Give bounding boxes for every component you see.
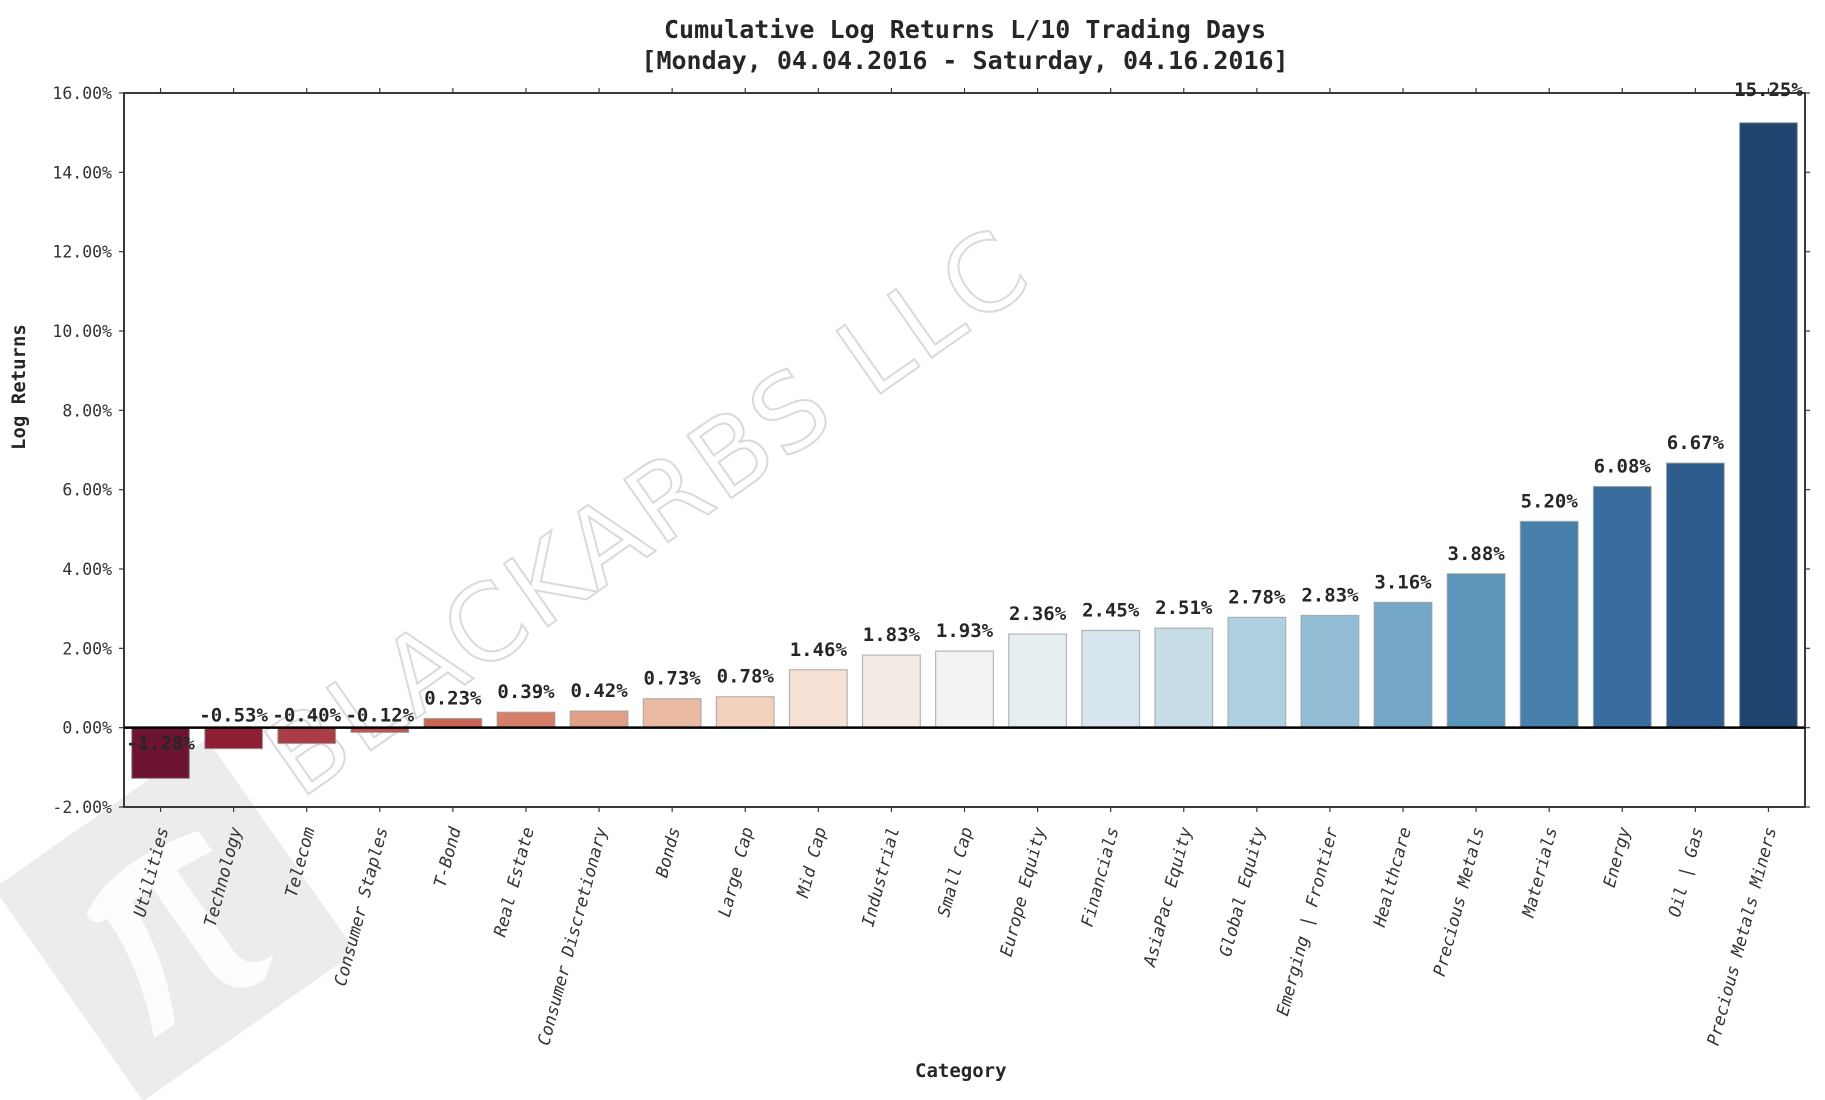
value-label: 1.46% (790, 639, 848, 661)
x-tick-label: Consumer Discretionary (534, 824, 612, 1047)
bars (131, 122, 1798, 780)
bar-t-bond (423, 717, 483, 729)
x-tick-label: Small Cap (934, 825, 977, 919)
x-tick-label: Precious Metals Miners (1704, 825, 1782, 1048)
bar-precious-metals (1446, 573, 1506, 729)
bar-healthcare (1373, 601, 1433, 729)
bar-oil-gas (1665, 462, 1725, 729)
x-tick-label: Large Cap (715, 825, 758, 919)
y-tick-label: 2.00% (62, 639, 112, 658)
x-tick-label: Industrial (858, 825, 904, 929)
y-tick-label: -2.00% (52, 798, 112, 817)
bar-large-cap (715, 696, 775, 729)
bar-financials (1081, 629, 1141, 729)
x-tick-label: Bonds (652, 825, 685, 880)
bar-industrial (861, 654, 921, 729)
bar-small-cap (935, 650, 994, 729)
value-label: 1.83% (863, 624, 921, 646)
bar-materials (1519, 520, 1579, 729)
bar-consumer-discretionary (569, 710, 629, 729)
bar-technology (204, 727, 264, 750)
value-labels: -1.28%-0.53% -0.40% -0.12% 0.23% 0.39% 0.42% 0… (126, 79, 1803, 755)
y-tick-label: 6.00% (62, 481, 112, 500)
y-tick-label: 8.00% (62, 401, 112, 420)
bar-asiapac-equity (1154, 627, 1214, 729)
value-label: -0.53% (199, 705, 268, 727)
bar-bonds (642, 698, 702, 729)
bar-real-estate (496, 711, 556, 729)
x-tick-label: Real Estate (490, 825, 538, 939)
pi-logo-icon (0, 738, 357, 1100)
x-tick-labels: Utilities Technology Telecom Consumer Stapl… (130, 824, 1781, 1047)
chart-subtitle: [Monday, 04.04.2016 - Saturday, 04.16.20… (641, 46, 1289, 75)
value-label: 0.42% (570, 680, 628, 702)
bar-europe-equity (1008, 633, 1068, 729)
y-tick-label: 14.00% (52, 163, 112, 182)
value-label: 1.93% (936, 620, 994, 642)
x-tick-label: Precious Metals (1430, 825, 1489, 978)
x-axis-label: Category (915, 1060, 1007, 1082)
axes: -2.00% 0.00% 2.00% 4.00% 6.00% 8.00% 10.00% 12.… (52, 84, 1810, 817)
value-label: 3.16% (1374, 571, 1432, 593)
value-label: 2.36% (1009, 603, 1067, 625)
value-label: 0.78% (717, 666, 775, 688)
value-label: 2.45% (1082, 599, 1140, 621)
y-axis-label: Log Returns (8, 324, 30, 450)
x-tick-label: Emerging | Frontier (1273, 824, 1343, 1018)
bar-global-equity (1227, 616, 1287, 729)
y-tick-label: 12.00% (52, 243, 112, 262)
x-tick-label: Global Equity (1216, 824, 1270, 958)
value-label: 15.25% (1734, 79, 1803, 101)
y-tick-label: 16.00% (52, 84, 112, 103)
x-tick-label: Healthcare (1370, 825, 1416, 930)
x-tick-label: Financials (1078, 825, 1124, 929)
value-label: -0.12% (345, 705, 414, 727)
value-label: 5.20% (1521, 490, 1579, 512)
x-tick-label: Oil | Gas (1665, 825, 1708, 919)
value-label: -1.28% (126, 733, 195, 755)
value-label: 0.39% (497, 681, 555, 703)
watermark: BLACKARBS LLC (0, 203, 1053, 1100)
x-tick-label: Europe Equity (997, 824, 1051, 958)
value-label: 2.83% (1301, 584, 1359, 606)
value-label: 0.23% (424, 688, 482, 710)
value-label: 6.08% (1594, 455, 1652, 477)
x-tick-label: Materials (1519, 825, 1562, 920)
bar-precious-metals-miners (1738, 122, 1798, 729)
x-tick-label: AsiaPac Equity (1140, 824, 1197, 969)
y-tick-label: 0.00% (62, 719, 112, 738)
value-label: 3.88% (1448, 543, 1506, 565)
bar-mid-cap (788, 669, 848, 729)
chart-title-block: Cumulative Log Returns L/10 Trading Days… (0, 14, 1825, 76)
value-label: -0.40% (272, 705, 341, 727)
bar-energy (1592, 485, 1652, 729)
x-tick-label: Consumer Staples (331, 825, 393, 988)
x-tick-label: T-Bond (431, 824, 466, 889)
value-label: 0.73% (644, 668, 702, 690)
x-tick-label: Energy (1600, 824, 1635, 889)
value-label: 2.78% (1228, 586, 1286, 608)
x-tick-label: Mid Cap (793, 825, 831, 900)
value-label: 6.67% (1667, 432, 1725, 454)
chart-title: Cumulative Log Returns L/10 Trading Days (663, 15, 1267, 44)
bar-emerging-frontier (1300, 614, 1360, 729)
y-tick-label: 4.00% (62, 560, 112, 579)
value-label: 2.51% (1155, 597, 1213, 619)
y-tick-label: 10.00% (52, 322, 112, 341)
bar-utilities (131, 727, 191, 780)
bar-telecom (277, 727, 337, 745)
